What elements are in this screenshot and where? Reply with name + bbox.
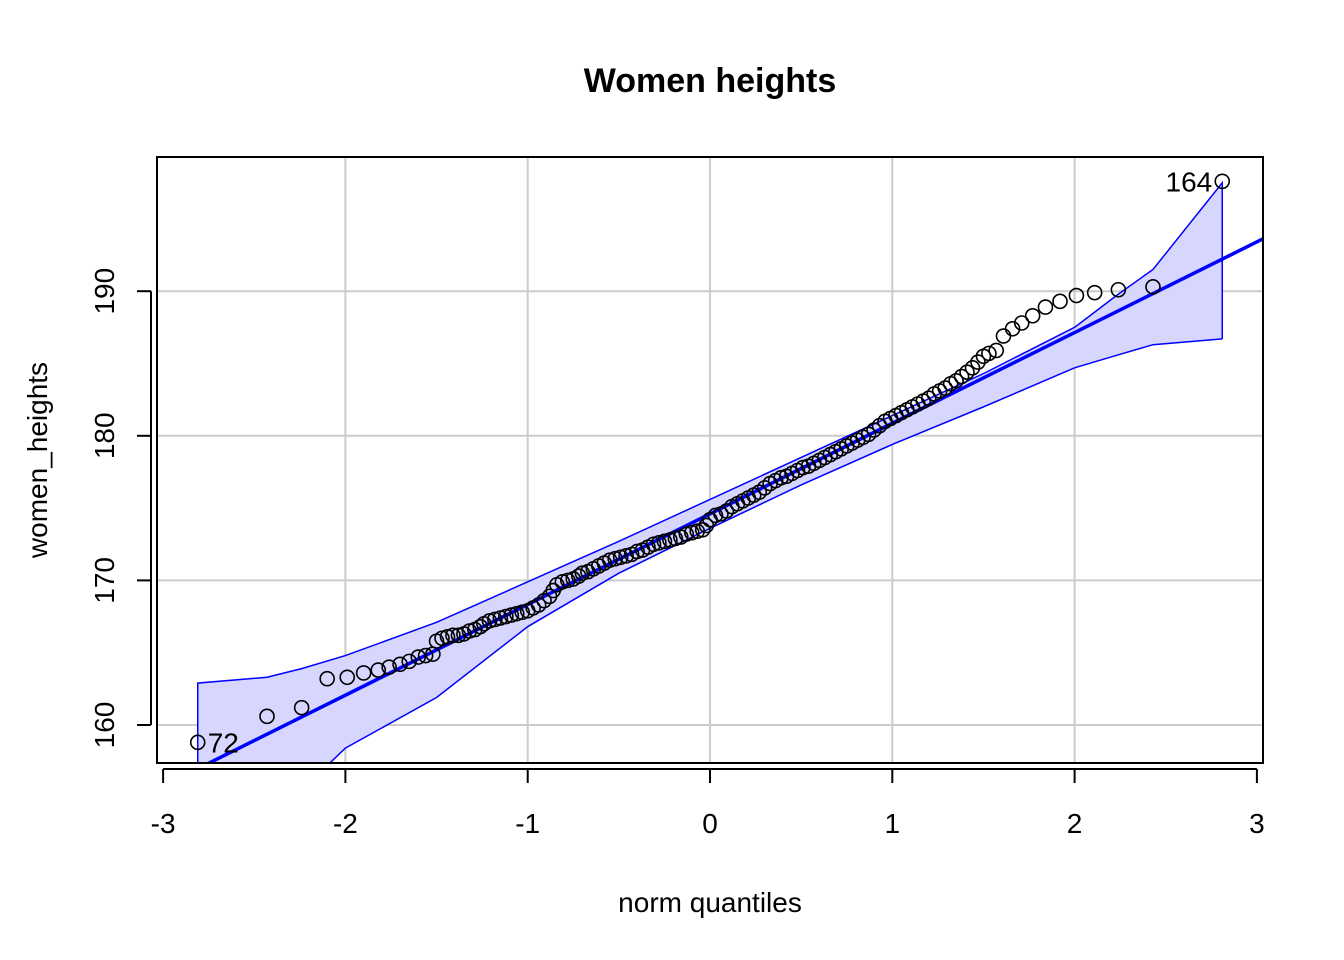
data-point [953,368,970,385]
data-point [866,422,882,438]
data-point [970,354,986,370]
data-point [751,484,768,500]
data-point [975,348,992,365]
data-point [1004,320,1021,337]
data-point [988,342,1005,359]
data-point [259,708,275,725]
plot-frame [156,156,1264,764]
x-tick-label: 1 [885,808,901,839]
data-point [694,521,711,538]
data-point [937,380,953,396]
data-point [530,597,547,613]
confidence-band [197,182,1223,763]
x-tick-label: 0 [702,808,718,839]
data-point [756,480,773,496]
x-tick-label: 3 [1249,808,1265,839]
chart-title: Women heights [584,62,837,100]
data-point [355,665,372,681]
y-tick-label: 180 [89,412,120,459]
data-point [1068,287,1085,304]
data-point [1052,293,1068,310]
data-point [948,373,964,389]
reference-line-layer [205,236,1263,763]
data-point [964,360,981,376]
data-point [293,699,310,716]
data-point [1024,307,1041,324]
y-tick-label: 190 [89,268,120,315]
x-tick-label: -2 [333,808,358,839]
data-point [410,649,427,665]
data-point [417,647,434,664]
data-point [718,503,735,519]
data-point [1013,315,1030,331]
data-point [392,656,408,673]
data-point [445,627,461,644]
data-point [189,734,206,751]
data-point [871,417,888,434]
data-point [981,345,997,362]
data-point [860,426,877,443]
data-point [1145,279,1161,295]
data-point [959,364,975,380]
data-point [401,653,418,670]
point-annotations: 72 164 [208,166,1213,758]
y-axis-label: women_heights [22,362,53,559]
point-annotation: 164 [1166,166,1213,197]
x-tick-label: 2 [1067,808,1083,839]
y-tick-label: 170 [89,557,120,604]
data-point [570,568,587,584]
reference-line [205,236,1263,763]
x-tick-label: -3 [151,808,176,839]
y-tick-label: 160 [89,702,120,749]
data-point [1110,281,1127,298]
x-tick-label: -1 [515,808,540,839]
point-annotation: 72 [208,727,239,758]
data-point [472,618,489,635]
data-point [381,659,397,675]
data-points [189,173,1231,751]
confidence-band-upper [196,180,1224,763]
data-point [1214,173,1231,190]
x-axis: -3 -2 -1 0 1 2 3 [151,768,1265,839]
data-point [1037,299,1054,315]
y-axis: 160 170 180 190 [89,268,152,749]
data-point [1086,284,1103,301]
data-point [995,328,1012,344]
data-point [370,662,387,678]
data-point [536,592,552,609]
data-point [339,669,356,686]
x-axis-label: norm quantiles [618,887,802,918]
data-point [319,670,335,687]
data-point [920,390,937,407]
